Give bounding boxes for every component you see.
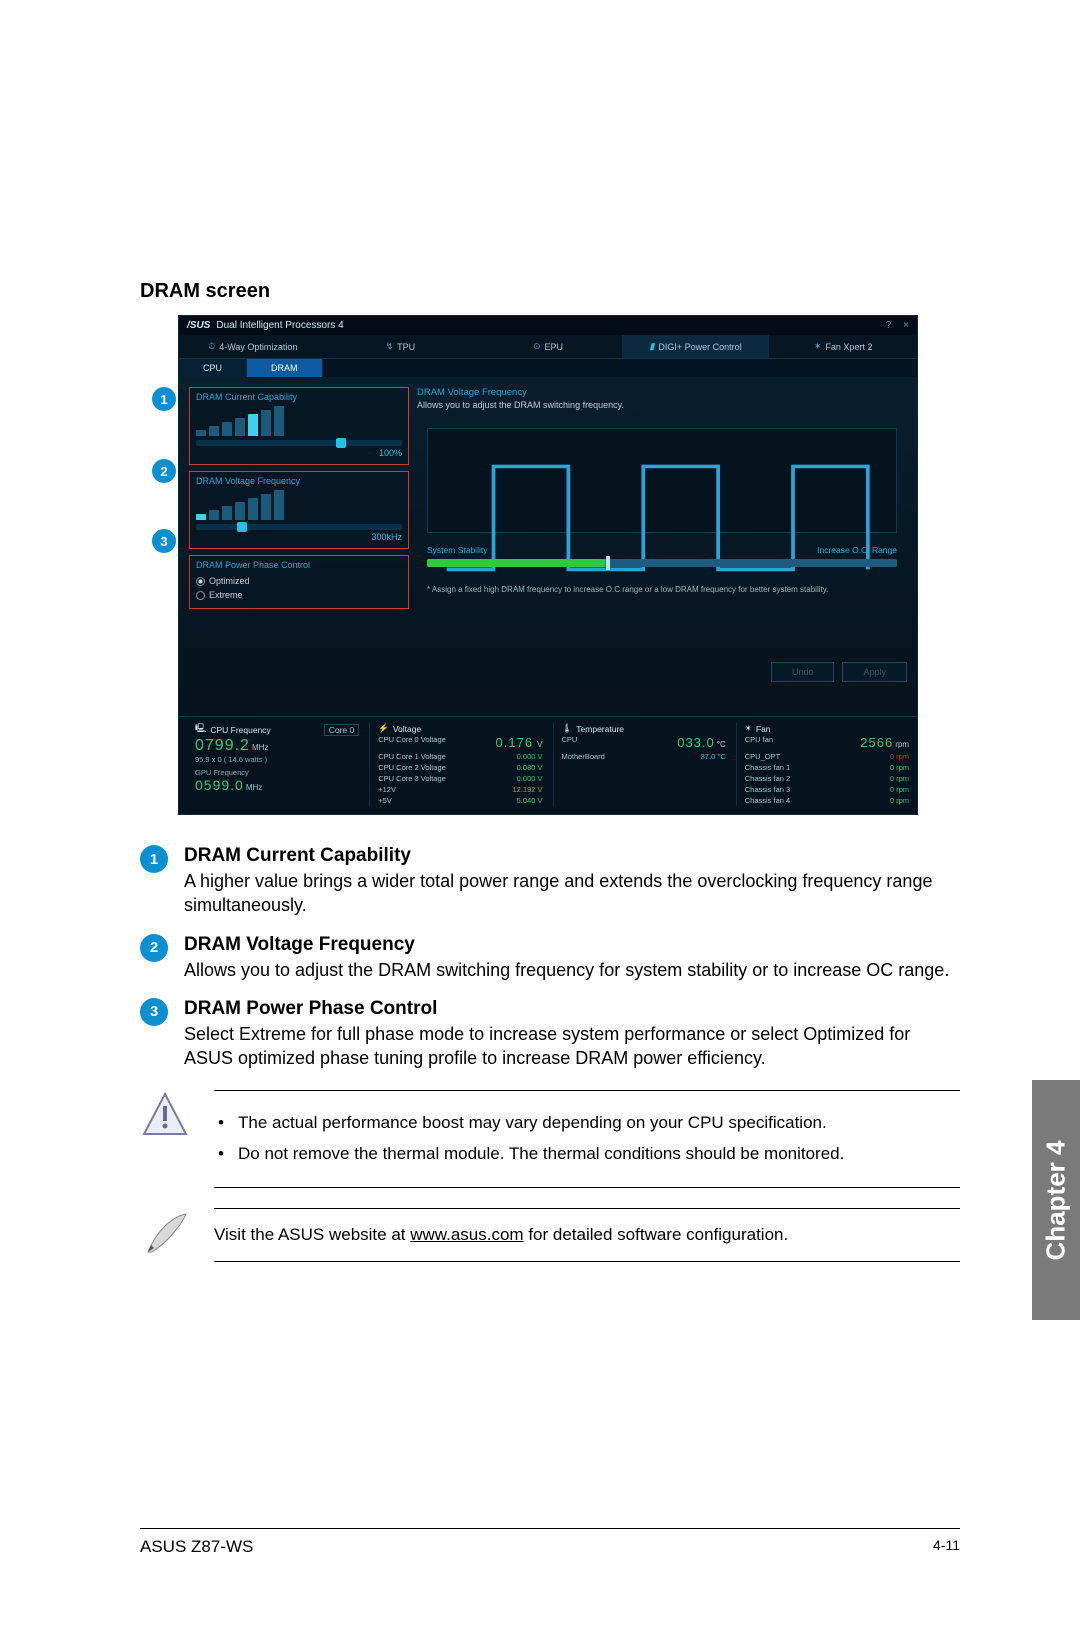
desc-3-title: DRAM Power Phase Control [184, 998, 960, 1020]
callout-badge-1: 1 [152, 387, 176, 411]
descriptions: 1 DRAM Current Capability A higher value… [140, 845, 960, 1070]
section-title: DRAM screen [140, 280, 960, 303]
panel-power-phase[interactable]: DRAM Power Phase Control Optimized Extre… [189, 555, 409, 609]
status-bar: 🖳 CPU FrequencyCore 0 0799.2MHz 95.9 x 0… [179, 716, 917, 814]
subtab-cpu[interactable]: CPU [179, 359, 247, 377]
panel-3-title: DRAM Power Phase Control [196, 560, 402, 570]
sub-tabs: CPU DRAM [179, 359, 917, 377]
right-title: DRAM Voltage Frequency [417, 387, 907, 398]
desc-2-title: DRAM Voltage Frequency [184, 934, 949, 956]
gpu-freq-value: 0599.0 [195, 777, 244, 793]
fan-block: ✴ Fan CPU fan2566rpm CPU_OPT0 rpm Chassi… [736, 723, 909, 806]
desc-badge-1: 1 [140, 845, 168, 873]
cpu-freq-block: 🖳 CPU FrequencyCore 0 0799.2MHz 95.9 x 0… [187, 723, 359, 806]
warning-note: The actual performance boost may vary de… [140, 1090, 960, 1187]
apply-button[interactable]: Apply [842, 662, 907, 682]
footer-product: ASUS Z87-WS [140, 1537, 253, 1557]
warning-note-1: The actual performance boost may vary de… [214, 1111, 960, 1136]
voltage-block: ⚡ Voltage CPU Core 0 Voltage0.176 V CPU … [369, 723, 542, 806]
radio-extreme[interactable]: Extreme [196, 588, 402, 602]
tab-4way[interactable]: ⏱4-Way Optimization [179, 335, 327, 358]
panel-current-capability[interactable]: DRAM Current Capability 100% [189, 387, 409, 465]
info-note-text: Visit the ASUS website at www.asus.com f… [214, 1208, 960, 1263]
desc-1-title: DRAM Current Capability [184, 845, 960, 867]
warning-note-2: Do not remove the thermal module. The th… [214, 1142, 960, 1167]
desc-badge-3: 3 [140, 998, 168, 1026]
right-column: DRAM Voltage Frequency Allows you to adj… [417, 387, 907, 615]
panel-2-title: DRAM Voltage Frequency [196, 476, 402, 486]
panel-voltage-frequency[interactable]: DRAM Voltage Frequency 300kHz [189, 471, 409, 549]
screenshot: 1 2 3 /SUS Dual Intelligent Processors 4… [178, 315, 918, 815]
pencil-icon [140, 1208, 190, 1263]
panel-1-value: 100% [196, 448, 402, 458]
tab-epu[interactable]: ⊙EPU [474, 335, 622, 358]
footer-page-number: 4-11 [933, 1537, 960, 1557]
left-column: DRAM Current Capability 100% DRAM Voltag… [189, 387, 409, 615]
panel-2-value: 300kHz [196, 532, 402, 542]
temp-block: 🌡 Temperature CPU033.0°C MotherBoard37.0… [553, 723, 726, 806]
chapter-tab: Chapter 4 [1032, 1080, 1080, 1320]
cpu-freq-value: 0799.2 [195, 737, 250, 754]
info-note: Visit the ASUS website at www.asus.com f… [140, 1208, 960, 1263]
tab-digi[interactable]: ▮DIGI+ Power Control [622, 335, 770, 358]
tab-fanxpert[interactable]: ✶Fan Xpert 2 [769, 335, 917, 358]
panel-1-title: DRAM Current Capability [196, 392, 402, 402]
waveform-diagram [427, 428, 897, 533]
right-help: Allows you to adjust the DRAM switching … [417, 400, 907, 410]
app-title: Dual Intelligent Processors 4 [216, 320, 343, 331]
page-footer: ASUS Z87-WS 4-11 [140, 1528, 960, 1557]
callout-badge-2: 2 [152, 459, 176, 483]
radio-optimized[interactable]: Optimized [196, 574, 402, 588]
close-icon[interactable]: × [903, 320, 909, 331]
help-icon[interactable]: ? [886, 320, 892, 331]
callout-badge-3: 3 [152, 529, 176, 553]
desc-1-text: A higher value brings a wider total powe… [184, 869, 960, 918]
desc-2-text: Allows you to adjust the DRAM switching … [184, 958, 949, 982]
tab-tpu[interactable]: ↯TPU [327, 335, 475, 358]
brand-logo: /SUS [187, 320, 210, 331]
desc-3-text: Select Extreme for full phase mode to in… [184, 1022, 960, 1071]
panel-1-bars [196, 406, 402, 436]
main-tabs: ⏱4-Way Optimization ↯TPU ⊙EPU ▮DIGI+ Pow… [179, 335, 917, 359]
undo-button[interactable]: Undo [771, 662, 835, 682]
titlebar: /SUS Dual Intelligent Processors 4 ? × [179, 316, 917, 335]
app-window: /SUS Dual Intelligent Processors 4 ? × ⏱… [178, 315, 918, 815]
panel-2-bars [196, 490, 402, 520]
scale-slider[interactable] [427, 559, 897, 567]
warning-icon [140, 1090, 190, 1145]
subtab-dram[interactable]: DRAM [247, 359, 323, 377]
desc-badge-2: 2 [140, 934, 168, 962]
asus-link[interactable]: www.asus.com [410, 1225, 523, 1244]
